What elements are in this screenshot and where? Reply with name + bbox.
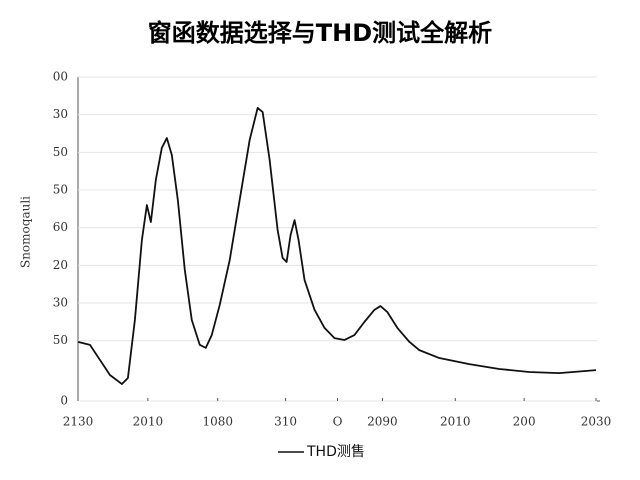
x-tick-label: 2030 — [581, 415, 612, 429]
legend-label: THD测售 — [306, 444, 365, 460]
y-tick-label: 0 — [60, 394, 68, 408]
x-tick-label: 2010 — [133, 415, 164, 429]
chart-title: 窗函数据选择与THD测试全解析 — [148, 19, 492, 47]
y-tick-label: 00 — [53, 70, 68, 84]
y-tick-label: 30 — [53, 296, 68, 310]
y-tick-label: 20 — [53, 258, 68, 272]
x-tick-label: 2090 — [367, 415, 398, 429]
x-tick-label: 200 — [513, 415, 536, 429]
x-tick-label: O — [333, 415, 343, 429]
x-tick-label: 310 — [274, 415, 297, 429]
y-tick-label: 50 — [53, 333, 68, 347]
y-tick-label: 30 — [53, 107, 68, 121]
y-tick-label: 60 — [53, 220, 68, 234]
y-tick-label: 50 — [53, 145, 68, 159]
x-tick-label: 1080 — [202, 415, 233, 429]
x-tick-label: 2130 — [63, 415, 94, 429]
y-tick-label: 50 — [53, 183, 68, 197]
line — [77, 106, 597, 385]
y-axis-label: Snomoqauli — [19, 196, 33, 268]
x-tick-label: 2010 — [440, 415, 471, 429]
